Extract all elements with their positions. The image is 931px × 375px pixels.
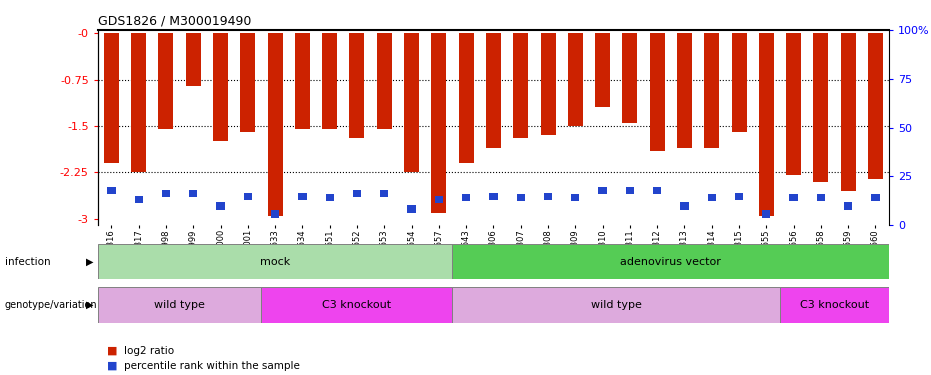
Bar [786, 33, 801, 176]
Text: genotype/variation: genotype/variation [5, 300, 97, 310]
Bar [681, 202, 689, 210]
Bar [868, 33, 883, 178]
Bar [380, 190, 388, 197]
Bar [404, 33, 419, 172]
Bar [135, 196, 142, 203]
Bar [759, 33, 774, 216]
Bar [158, 33, 173, 129]
Bar [780, 287, 889, 322]
Bar [322, 33, 337, 129]
Bar [353, 190, 361, 197]
Bar [653, 187, 661, 194]
Bar [462, 194, 470, 201]
Bar [704, 33, 720, 148]
Bar [568, 33, 583, 126]
Bar [107, 187, 115, 194]
Bar [626, 187, 634, 194]
Text: infection: infection [5, 256, 50, 267]
Bar [735, 193, 743, 200]
Bar [541, 33, 556, 135]
Bar [732, 33, 747, 132]
Text: log2 ratio: log2 ratio [124, 346, 174, 355]
Bar [599, 187, 607, 194]
Bar [98, 287, 262, 322]
Bar [841, 33, 856, 191]
Bar [814, 33, 829, 182]
Bar [186, 33, 201, 86]
Text: wild type: wild type [155, 300, 205, 310]
Bar [326, 194, 334, 201]
Bar [298, 193, 306, 200]
Bar [622, 33, 638, 123]
Bar [349, 33, 365, 138]
Bar [104, 33, 119, 163]
Bar [213, 33, 228, 141]
Text: percentile rank within the sample: percentile rank within the sample [124, 361, 300, 370]
Bar [762, 210, 771, 218]
Bar [459, 33, 474, 163]
Bar [490, 193, 497, 200]
Bar [452, 244, 889, 279]
Bar [708, 194, 716, 201]
Text: C3 knockout: C3 knockout [322, 300, 392, 310]
Bar [452, 287, 780, 322]
Bar [816, 194, 825, 201]
Bar [240, 33, 255, 132]
Text: C3 knockout: C3 knockout [800, 300, 870, 310]
Text: wild type: wild type [591, 300, 641, 310]
Text: ■: ■ [107, 361, 117, 370]
Bar [517, 194, 525, 201]
Bar [431, 33, 446, 213]
Bar [871, 194, 880, 201]
Text: mock: mock [260, 256, 290, 267]
Bar [513, 33, 528, 138]
Bar [571, 194, 579, 201]
Bar [131, 33, 146, 172]
Bar [677, 33, 692, 148]
Bar [244, 193, 252, 200]
Text: ▶: ▶ [86, 256, 93, 267]
Bar [162, 190, 170, 197]
Bar [271, 210, 279, 218]
Bar [262, 287, 452, 322]
Bar [486, 33, 501, 148]
Bar [267, 33, 283, 216]
Bar [377, 33, 392, 129]
Text: ▶: ▶ [86, 300, 93, 310]
Bar [650, 33, 665, 151]
Bar [844, 202, 852, 210]
Text: ■: ■ [107, 346, 117, 355]
Bar [408, 205, 416, 213]
Bar [789, 194, 798, 201]
Bar [435, 196, 443, 203]
Bar [216, 202, 224, 210]
Bar [595, 33, 610, 107]
Bar [295, 33, 310, 129]
Bar [544, 193, 552, 200]
Text: GDS1826 / M300019490: GDS1826 / M300019490 [98, 15, 251, 28]
Bar [98, 244, 452, 279]
Text: adenovirus vector: adenovirus vector [620, 256, 722, 267]
Bar [189, 190, 197, 197]
